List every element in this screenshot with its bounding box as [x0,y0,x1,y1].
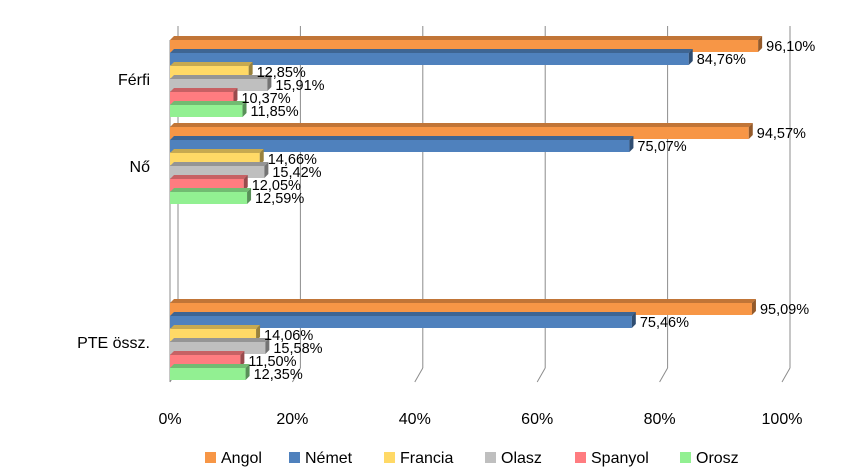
legend-swatch [485,452,496,463]
value-label-angol-no: 94,57% [757,126,806,142]
category-label-pte-ossz: PTE össz. [77,335,150,352]
bar-nemet-ferfi [170,49,693,65]
legend-item-angol: Angol [205,450,262,467]
legend-item-olasz: Olasz [485,450,542,467]
x-tick-label: 20% [276,411,308,428]
category-label-ferfi: Férfi [118,72,150,89]
value-labels: 96,10% 84,76% 12,85%15,91%10,37%11,85% 94,5… [241,39,815,383]
bar-orosz-ferfi [170,101,247,117]
value-label-francia-pte-ossz: 14,06% [264,328,313,344]
legend-item-spanyol: Spanyol [575,450,649,467]
value-label-spanyol-no: 12,05% [252,178,301,194]
bar-nemet-pte-ossz [170,312,636,328]
legend-label: Olasz [501,450,542,467]
value-label-olasz-no: 15,42% [272,165,321,181]
legend: Angol Német Francia Olasz Spanyol Orosz [205,450,739,467]
gridline-floor [659,367,669,383]
category-label-no: Nő [130,159,151,176]
legend-label: Spanyol [591,450,649,467]
value-label-francia-no: 14,66% [268,152,317,168]
x-tick-label: 40% [399,411,431,428]
x-tick-label: 80% [644,411,676,428]
bar-orosz-no [170,188,252,204]
legend-label: Orosz [696,450,739,467]
legend-item-nemet: Német [289,450,353,467]
legend-swatch [575,452,586,463]
value-label-olasz-ferfi: 15,91% [275,78,324,94]
legend-swatch [289,452,300,463]
value-label-spanyol-pte-ossz: 11,50% [248,354,296,370]
gridline-floor [536,367,546,383]
legend-label: Francia [400,450,453,467]
value-label-nemet-no: 75,07% [637,139,686,155]
value-label-spanyol-ferfi: 10,37% [241,91,290,107]
value-label-francia-ferfi: 12,85% [257,65,306,81]
legend-label: Német [305,450,353,467]
gridline-floor [781,367,791,383]
bars [170,36,763,380]
legend-swatch [384,452,395,463]
category-labels: Férfi Nő PTE össz. [77,72,150,352]
x-tick-label: 100% [762,411,803,428]
bar-orosz-pte-ossz [170,364,250,380]
x-tick-label: 0% [158,411,181,428]
tick-labels: 0% 20% 40% 60% 80% 100% [158,411,802,428]
value-label-orosz-ferfi: 11,85% [251,104,299,120]
value-label-angol-ferfi: 96,10% [766,39,815,55]
legend-swatch [680,452,691,463]
value-label-nemet-pte-ossz: 75,46% [640,315,689,331]
legend-item-orosz: Orosz [680,450,739,467]
bar-nemet-no [170,136,634,152]
value-label-olasz-pte-ossz: 15,58% [273,341,322,357]
value-label-angol-pte-ossz: 95,09% [760,302,809,318]
legend-swatch [205,452,216,463]
gridline-floor [291,367,301,383]
gridline-floor [414,367,424,383]
legend-label: Angol [221,450,262,467]
value-label-orosz-pte-ossz: 12,35% [254,367,303,383]
value-label-nemet-ferfi: 84,76% [697,52,746,68]
legend-item-francia: Francia [384,450,453,467]
x-tick-label: 60% [521,411,553,428]
value-label-orosz-no: 12,59% [255,191,304,207]
